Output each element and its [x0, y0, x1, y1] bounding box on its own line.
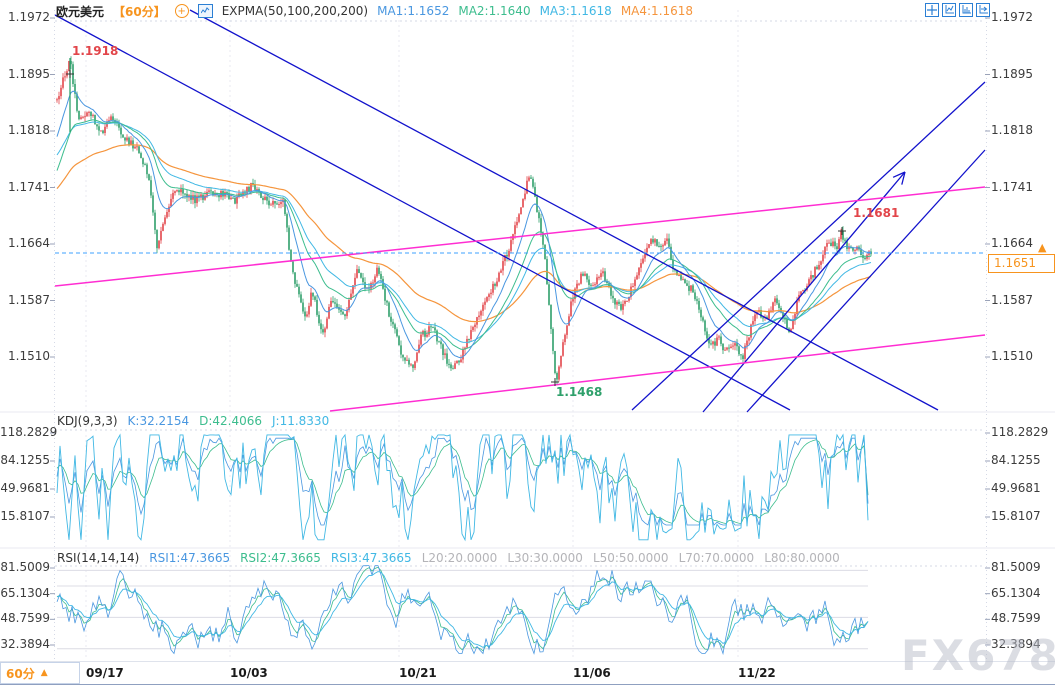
ma4-value: MA4:1.1618 [620, 4, 694, 18]
date-label: 11/22 [738, 666, 776, 680]
crosshair-icon[interactable] [925, 3, 939, 17]
date-label: 10/21 [399, 666, 437, 680]
timeframe-selector-label: 60分 [6, 666, 35, 681]
kdj-title: KDJ(9,3,3) [57, 414, 118, 428]
price-axis-label: 1.1741 [8, 179, 50, 194]
kdj-axis-label: 15.8107 [991, 509, 1041, 523]
kdj-axis-label: 49.9681 [991, 481, 1041, 495]
price-axis-label: 1.1587 [991, 292, 1033, 307]
rsi-level-50: L50:50.0000 [592, 551, 669, 565]
rsi-axis-label: 65.1304 [0, 585, 50, 600]
rsi-axis-label: 65.1304 [991, 585, 1041, 600]
price-axis-label: 1.1972 [991, 10, 1033, 24]
timeframe-selector[interactable]: 60分 ▲ [0, 662, 80, 684]
kdj-axis-label: 118.2829 [0, 425, 58, 439]
rsi-axis-label: 32.3894 [991, 637, 1041, 651]
indicator-title: EXPMA(50,100,200,200) [221, 4, 369, 18]
rsi-title: RSI(14,14,14) [57, 551, 140, 565]
price-axis-label: 1.1510 [8, 349, 50, 363]
rsi-level-30: L30:30.0000 [507, 551, 583, 565]
kdj-axis-label: 118.2829 [991, 425, 1049, 439]
rsi-axis-label: 81.5009 [991, 560, 1041, 574]
price-axis-label: 1.1510 [991, 349, 1033, 363]
rsi-level-20: L20:20.0000 [421, 551, 498, 565]
rsi-axis-label: 81.5009 [0, 560, 50, 574]
chart-toolbar [925, 3, 990, 17]
x-axis-scale-icon[interactable] [959, 3, 973, 17]
date-label: 10/03 [230, 666, 268, 680]
kdj-axis-label: 84.1255 [991, 453, 1041, 467]
date-label: 11/06 [573, 666, 611, 680]
rsi-axis-label: 32.3894 [0, 637, 50, 651]
price-axis-label: 1.1972 [8, 10, 50, 24]
rsi-level-80: L80:80.0000 [764, 551, 840, 565]
date-label: 09/17 [86, 666, 124, 680]
price-axis-label: 1.1587 [8, 292, 50, 307]
price-annotation: 1.1918 [72, 44, 119, 58]
ma2-value: MA2:1.1640 [458, 4, 531, 18]
rsi1-value: RSI1:47.3665 [149, 551, 231, 565]
y-axis-scale-icon[interactable] [942, 3, 956, 17]
goto-latest-icon[interactable] [976, 3, 990, 17]
symbol-name: 欧元美元 [56, 4, 105, 19]
price-annotation: 1.1681 [853, 206, 900, 220]
price-axis-label: 1.1818 [8, 123, 50, 137]
rsi-level-70: L70:70.0000 [678, 551, 755, 565]
price-annotation: 1.1468 [556, 385, 603, 399]
price-axis-label: 1.1741 [991, 179, 1033, 194]
watermark: FX678 [901, 631, 1055, 680]
candlestick-chart-icon [197, 4, 213, 18]
rsi-header: RSI(14,14,14) RSI1:47.3665 RSI2:47.3665 … [57, 551, 840, 565]
kdj-axis-label: 49.9681 [0, 481, 50, 495]
rsi-axis-label: 48.7599 [0, 611, 50, 626]
rsi2-value: RSI2:47.3665 [240, 551, 321, 565]
price-axis-label: 1.1664 [991, 236, 1033, 250]
price-axis-label: 1.1664 [8, 236, 50, 250]
plus-circle-icon[interactable]: + [174, 4, 189, 18]
kdj-d-value: D:42.4066 [199, 414, 262, 428]
ma1-value: MA1:1.1652 [377, 4, 450, 18]
price-axis-label: 1.1895 [8, 66, 50, 81]
chevron-up-icon: ▲ [40, 668, 48, 678]
rsi3-value: RSI3:47.3665 [330, 551, 412, 565]
timeframe-tag: 【60分】 [113, 4, 166, 19]
kdj-k-value: K:32.2154 [127, 414, 190, 428]
price-axis-label: 1.1895 [991, 66, 1033, 81]
kdj-axis-label: 84.1255 [0, 453, 50, 467]
price-up-arrow-icon: ▲ [1038, 241, 1047, 254]
kdj-header: KDJ(9,3,3) K:32.2154 D:42.4066 J:11.8330 [57, 414, 329, 428]
kdj-axis-label: 15.8107 [0, 509, 50, 523]
main-chart-header: 欧元美元 【60分】 + EXPMA(50,100,200,200) MA1:1… [56, 3, 693, 19]
current-price-box: 1.1651 [988, 254, 1055, 273]
kdj-j-value: J:11.8330 [272, 414, 330, 428]
price-axis-label: 1.1818 [991, 123, 1033, 137]
ma3-value: MA3:1.1618 [539, 4, 612, 18]
rsi-axis-label: 48.7599 [991, 611, 1041, 626]
